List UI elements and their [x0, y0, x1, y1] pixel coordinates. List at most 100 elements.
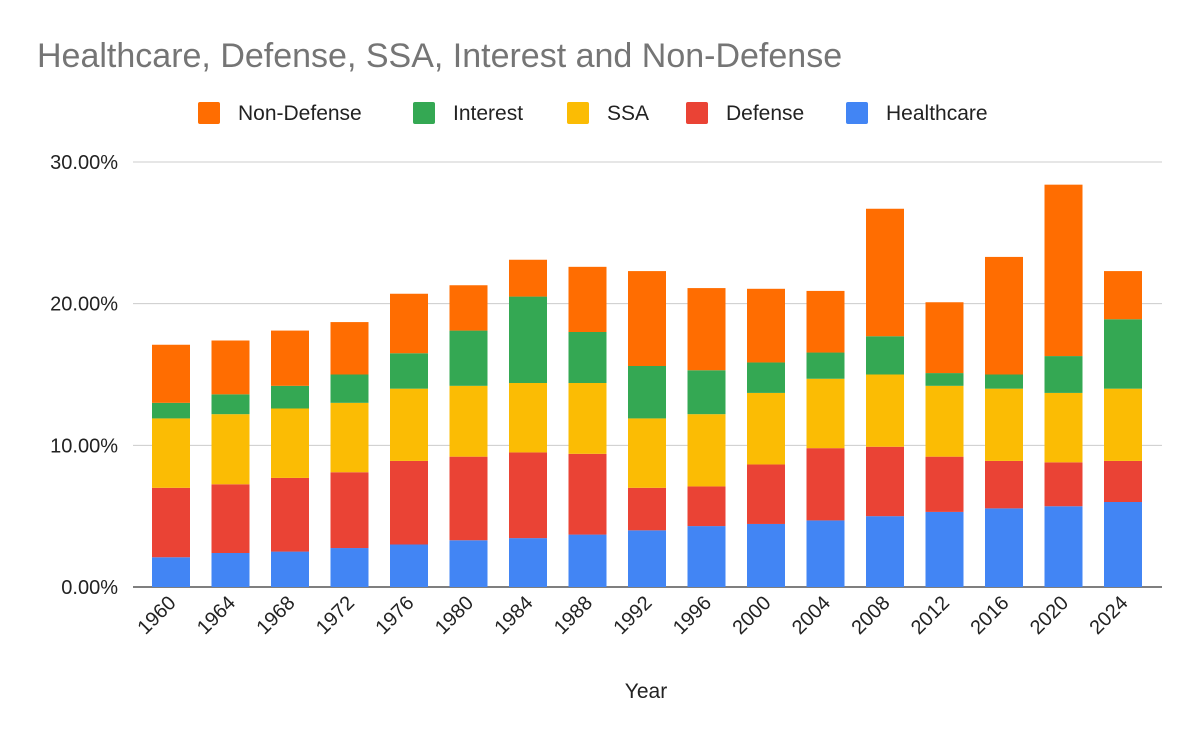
bar-healthcare-2020 [1044, 506, 1083, 587]
bar-stack-2016 [985, 256, 1023, 587]
bar-ssa-1960 [152, 418, 190, 488]
legend: Non-Defense Interest SSA Defense Healthcare [198, 102, 988, 125]
bar-stack-1988 [568, 266, 607, 587]
bar-non-defense-2024 [1104, 271, 1142, 320]
bar-ssa-1964 [211, 414, 250, 485]
bar-defense-2024 [1104, 460, 1142, 502]
y-tick-label: 10.00% [50, 435, 118, 457]
x-tick-label: 2004 [788, 592, 835, 639]
bar-non-defense-2004 [806, 290, 845, 353]
bar-stack-2008 [866, 208, 904, 587]
x-tick-label: 2008 [848, 592, 895, 639]
bar-stack-1996 [687, 288, 726, 587]
bar-ssa-2012 [925, 385, 964, 457]
bar-interest-2024 [1104, 319, 1142, 389]
bar-defense-1996 [687, 486, 726, 527]
bar-ssa-1996 [687, 414, 726, 487]
x-tick-label: 1980 [431, 592, 478, 639]
bar-interest-1992 [628, 366, 666, 419]
x-tick-label: 1960 [134, 592, 181, 639]
bar-defense-1976 [390, 460, 428, 545]
bar-ssa-1980 [449, 385, 488, 457]
bar-ssa-1992 [628, 418, 666, 488]
legend-label: Healthcare [886, 102, 988, 125]
bar-stack-1968 [271, 330, 309, 587]
bar-non-defense-1996 [687, 288, 726, 371]
legend-label: Defense [726, 102, 804, 125]
bar-stack-1964 [211, 340, 250, 587]
bar-healthcare-1980 [449, 540, 488, 587]
bar-non-defense-2000 [747, 288, 785, 363]
bar-defense-1968 [271, 477, 309, 552]
bar-stack-2020 [1044, 184, 1083, 587]
legend-label: SSA [607, 102, 649, 125]
legend-label: Non-Defense [238, 102, 362, 125]
y-axis-ticks: 0.00% 10.00% 20.00% 30.00% [50, 152, 118, 599]
x-tick-label: 1996 [669, 592, 716, 639]
bar-healthcare-2008 [866, 516, 904, 587]
bar-defense-2012 [925, 456, 964, 512]
legend-swatch [686, 102, 708, 124]
bar-healthcare-2016 [985, 508, 1023, 587]
legend-swatch [198, 102, 220, 124]
x-tick-label: 1972 [312, 592, 359, 639]
bar-healthcare-1988 [568, 534, 607, 587]
legend-label: Interest [453, 102, 523, 125]
bar-non-defense-1980 [449, 285, 488, 331]
bar-ssa-1968 [271, 408, 309, 478]
bar-interest-1976 [390, 353, 428, 389]
bar-interest-2016 [985, 374, 1023, 389]
x-tick-label: 1964 [193, 592, 240, 639]
bar-non-defense-1992 [628, 271, 666, 366]
y-tick-label: 30.00% [50, 152, 118, 174]
bar-ssa-2008 [866, 374, 904, 447]
bar-defense-1972 [330, 472, 369, 549]
x-tick-label: 2012 [907, 592, 954, 639]
x-tick-label: 1968 [253, 592, 300, 639]
bar-defense-2000 [747, 464, 785, 524]
bar-interest-1968 [271, 385, 309, 409]
bar-non-defense-1964 [211, 340, 250, 395]
bar-defense-2008 [866, 446, 904, 517]
bar-interest-1964 [211, 394, 250, 415]
x-tick-label: 2000 [729, 592, 776, 639]
bar-interest-2012 [925, 373, 964, 386]
bar-non-defense-2016 [985, 256, 1023, 375]
legend-item-healthcare: Healthcare [846, 102, 988, 125]
bar-defense-1980 [449, 456, 488, 541]
bar-interest-1984 [509, 296, 547, 383]
bar-ssa-2020 [1044, 392, 1083, 463]
bar-ssa-2000 [747, 392, 785, 465]
bar-non-defense-2008 [866, 208, 904, 337]
bar-interest-2008 [866, 336, 904, 375]
bar-defense-1960 [152, 487, 190, 558]
bar-non-defense-1960 [152, 344, 190, 403]
legend-item-non-defense: Non-Defense [198, 102, 362, 125]
bar-ssa-2004 [806, 378, 845, 449]
legend-swatch [413, 102, 435, 124]
bar-stack-1980 [449, 285, 488, 587]
bar-interest-1996 [687, 370, 726, 415]
bar-healthcare-1996 [687, 526, 726, 587]
x-axis-ticks: 1960 1964 1968 1972 1976 1980 1984 1988 1992 1996… [134, 592, 1133, 639]
x-tick-label: 2024 [1086, 592, 1133, 639]
legend-swatch [846, 102, 868, 124]
bar-healthcare-2024 [1104, 502, 1142, 587]
bar-ssa-1976 [390, 388, 428, 461]
bar-non-defense-2020 [1044, 184, 1083, 357]
bar-non-defense-1976 [390, 293, 428, 354]
bar-stack-2024 [1104, 271, 1142, 587]
bar-healthcare-1972 [330, 548, 369, 587]
bar-ssa-1984 [509, 383, 547, 453]
bar-non-defense-1972 [330, 322, 369, 375]
bar-stack-1984 [509, 259, 547, 587]
x-tick-label: 1984 [491, 592, 538, 639]
bar-non-defense-1968 [271, 330, 309, 386]
x-tick-label: 1992 [610, 592, 657, 639]
bar-ssa-1988 [568, 383, 607, 454]
x-tick-label: 2016 [967, 592, 1014, 639]
bar-interest-1988 [568, 332, 607, 383]
bar-healthcare-1976 [390, 544, 428, 587]
bar-healthcare-2004 [806, 520, 845, 587]
bar-non-defense-2012 [925, 302, 964, 374]
